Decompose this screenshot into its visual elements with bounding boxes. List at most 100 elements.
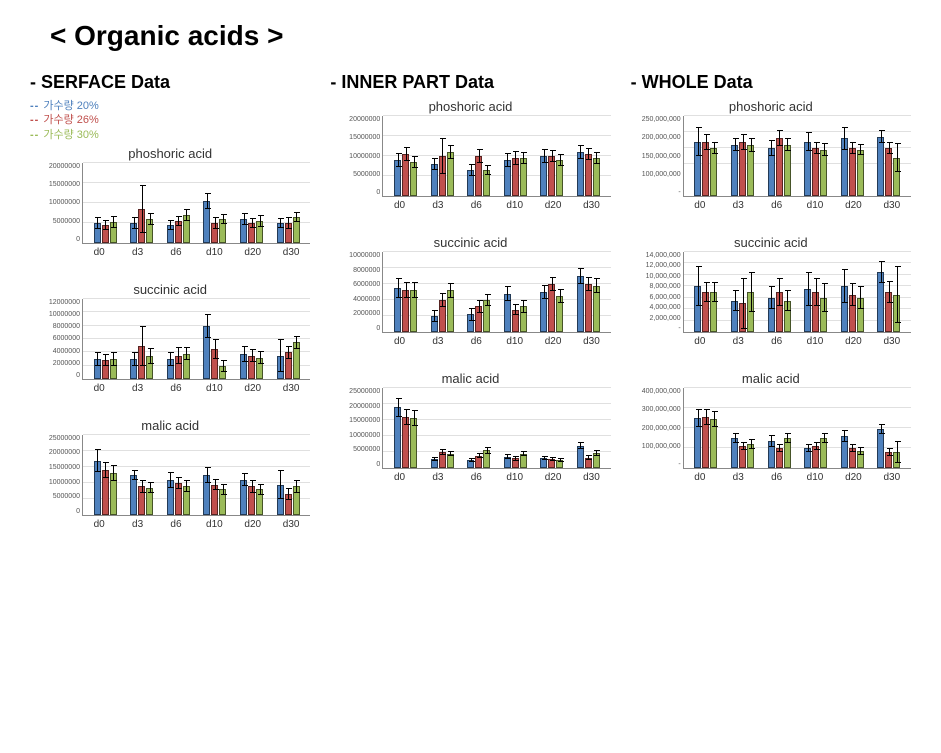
error-bar <box>596 278 597 292</box>
x-tick-label: d0 <box>80 247 118 258</box>
y-axis: 2500000020000000150000001000000050000000 <box>330 388 382 468</box>
bar-group <box>797 388 834 468</box>
bar-group <box>570 388 607 468</box>
x-tick-label: d10 <box>496 472 534 483</box>
error-bar <box>743 442 744 450</box>
bar-group <box>160 299 197 379</box>
error-bar <box>751 439 752 449</box>
x-axis: d0d3d6d10d20d30 <box>631 336 911 347</box>
y-tick-label: 8000000 <box>353 267 380 274</box>
columns-container: - SERFACE Data --가수량 20%--가수량 26%--가수량 30… <box>30 72 911 554</box>
error-bar <box>134 217 135 229</box>
y-tick-label: - <box>678 461 680 468</box>
x-tick-label: d20 <box>834 472 872 483</box>
x-tick-label: d10 <box>796 336 834 347</box>
error-bar <box>580 268 581 284</box>
y-axis: 20000000150000001000000050000000 <box>30 163 82 243</box>
error-bar <box>170 472 171 488</box>
x-tick-label: d20 <box>834 200 872 211</box>
error-bar <box>288 217 289 229</box>
error-bar <box>787 433 788 443</box>
column-header: - SERFACE Data <box>30 72 310 93</box>
error-bar <box>881 130 882 143</box>
error-bar <box>260 484 261 496</box>
error-bar <box>280 339 281 372</box>
x-axis: d0d3d6d10d20d30 <box>330 200 610 211</box>
y-tick-label: 10000000 <box>349 252 380 259</box>
bar-group <box>160 163 197 243</box>
y-tick-label: 6,000,000 <box>650 294 681 301</box>
error-bar <box>852 444 853 452</box>
y-tick-label: 12000000 <box>49 299 80 306</box>
error-bar <box>751 272 752 312</box>
plot-area <box>683 116 911 197</box>
y-tick-label: - <box>678 189 680 196</box>
plot-area <box>82 435 310 516</box>
legend: --가수량 20%--가수량 26%--가수량 30% <box>30 99 310 142</box>
error-bar <box>398 278 399 297</box>
error-bar <box>507 454 508 459</box>
y-tick-label: 25000000 <box>49 435 80 442</box>
y-tick-label: 6000000 <box>353 281 380 288</box>
y-axis: 250,000,000200,000,000150,000,000100,000… <box>631 116 683 196</box>
bar-group <box>834 116 871 196</box>
chart: succinic acid120000001000000080000006000… <box>30 282 310 394</box>
legend-item: --가수량 30% <box>30 128 310 142</box>
bar-group <box>124 163 161 243</box>
error-bar <box>434 457 435 461</box>
x-tick-label: d30 <box>572 200 610 211</box>
x-axis: d0d3d6d10d20d30 <box>30 383 310 394</box>
error-bar <box>178 477 179 490</box>
error-bar <box>97 217 98 229</box>
error-bar <box>215 339 216 359</box>
error-bar <box>824 143 825 156</box>
y-tick-label: 5000000 <box>53 218 80 225</box>
bar <box>849 148 856 196</box>
error-bar <box>735 138 736 151</box>
error-bar <box>479 149 480 163</box>
error-bar <box>596 450 597 456</box>
error-bar <box>296 336 297 349</box>
error-bar <box>244 213 245 225</box>
bar-group <box>460 116 497 196</box>
error-bar <box>487 294 488 307</box>
y-axis: 2500000020000000150000001000000050000000 <box>30 435 82 515</box>
error-bar <box>479 300 480 313</box>
error-bar <box>897 143 898 172</box>
error-bar <box>398 153 399 167</box>
error-bar <box>844 127 845 149</box>
bar-group <box>424 116 461 196</box>
error-bar <box>698 409 699 427</box>
bar-group <box>460 252 497 332</box>
legend-swatch: -- <box>30 128 39 142</box>
column: - INNER PART Dataphoshoric acid200000001… <box>330 72 610 554</box>
error-bar <box>244 473 245 486</box>
bar-group <box>870 388 907 468</box>
bar-group <box>270 299 307 379</box>
bar-group <box>233 435 270 515</box>
x-tick-label: d3 <box>118 383 156 394</box>
error-bar <box>215 479 216 491</box>
x-tick-label: d20 <box>534 200 572 211</box>
error-bar <box>142 185 143 233</box>
error-bar <box>771 435 772 447</box>
chart: succinic acid100000008000000600000040000… <box>330 235 610 347</box>
bar <box>877 137 884 196</box>
error-bar <box>897 266 898 323</box>
bar-group <box>270 163 307 243</box>
error-bar <box>860 286 861 309</box>
bar <box>747 145 754 196</box>
bar-group <box>870 252 907 332</box>
error-bar <box>714 282 715 303</box>
error-bar <box>150 482 151 494</box>
error-bar <box>588 148 589 160</box>
y-tick-label: 0 <box>76 372 80 379</box>
error-bar <box>751 138 752 152</box>
bar-group <box>761 252 798 332</box>
error-bar <box>808 272 809 306</box>
y-tick-label: 15000000 <box>349 417 380 424</box>
y-tick-label: 4000000 <box>53 348 80 355</box>
error-bar <box>852 142 853 155</box>
error-bar <box>288 488 289 500</box>
x-tick-label: d10 <box>195 247 233 258</box>
